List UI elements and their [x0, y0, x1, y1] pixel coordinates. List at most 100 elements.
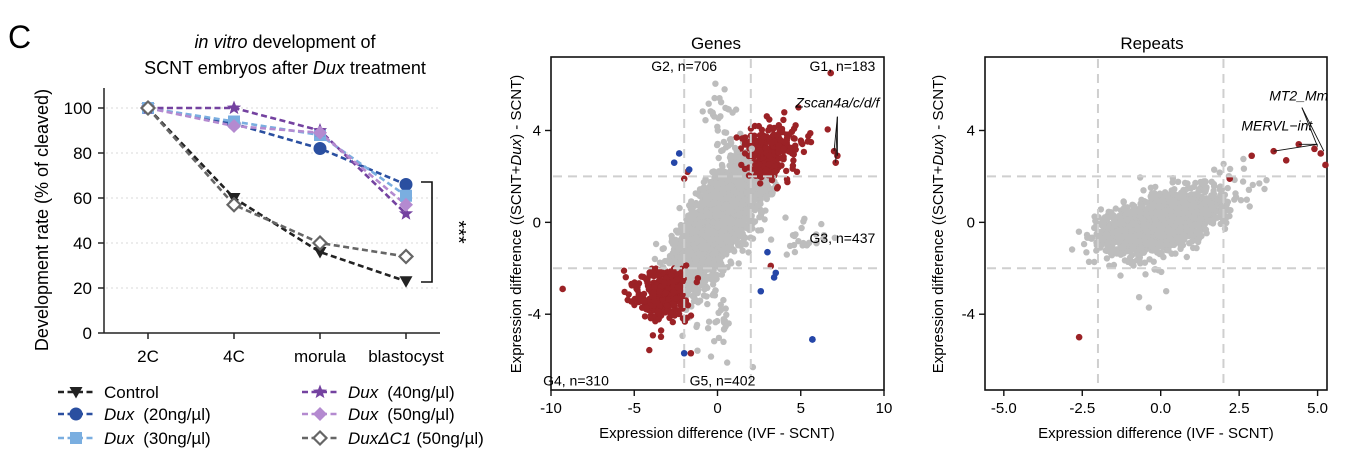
- y-tick-label: 80: [73, 144, 92, 163]
- scatter-point: [791, 248, 799, 256]
- legend-item: Dux (40ng/µl): [302, 383, 455, 402]
- scatter-point: [1080, 240, 1088, 248]
- scatter-point: [782, 214, 789, 221]
- scatter-point: [724, 105, 731, 113]
- scatter-point: [697, 243, 705, 251]
- x-tick-label: -5.0: [991, 400, 1017, 417]
- series-line: [148, 106, 407, 215]
- scatter-point: [756, 167, 763, 175]
- scatter-point: [670, 289, 677, 296]
- legend-item: Dux (50ng/µl): [302, 405, 455, 424]
- scatter-point: [791, 135, 798, 142]
- x-tick-label: 2.5: [1229, 400, 1250, 417]
- scatter-point: [739, 238, 747, 245]
- legend-item: Control: [58, 383, 159, 402]
- y-tick-label: 0: [83, 324, 92, 343]
- scatter-point: [692, 211, 699, 218]
- scatter-point: [724, 359, 731, 366]
- scatter-point: [724, 194, 731, 202]
- scatter-point: [766, 152, 773, 159]
- legend-dose: (30ng/µl): [143, 429, 210, 448]
- scatter-point: [824, 126, 831, 133]
- scatter-point: [693, 278, 700, 286]
- scatter-point-down: [809, 336, 816, 343]
- series-line: [147, 106, 407, 186]
- scatter-point: [1147, 184, 1155, 191]
- scatter-point: [1256, 180, 1263, 187]
- data-point: [226, 100, 242, 115]
- scatter-point: [773, 185, 781, 192]
- scatter-point: [757, 209, 765, 216]
- scatter-point: [688, 236, 695, 243]
- scatter-point: [755, 122, 762, 130]
- scatter-point: [780, 145, 787, 152]
- scatter-point: [705, 318, 713, 325]
- y-tick-label: -4: [962, 306, 975, 323]
- scatter-point: [646, 272, 653, 279]
- scatter-point: [739, 247, 746, 254]
- x-tick-label: -2.5: [1069, 400, 1095, 417]
- scatter-point: [727, 258, 734, 265]
- scatter-point: [708, 276, 715, 283]
- scatter-point: [689, 226, 696, 233]
- scatter-point: [704, 212, 711, 219]
- scatter-point: [783, 251, 790, 258]
- scatter-point: [679, 278, 686, 285]
- scatter-point: [674, 229, 681, 236]
- scatter-point: [721, 129, 728, 136]
- scatter-point: [694, 347, 701, 354]
- repeats-x-axis-label: Expression difference (IVF - SCNT): [1038, 425, 1274, 442]
- scatter-point: [639, 304, 646, 311]
- repeats-title: Repeats: [1120, 34, 1183, 53]
- legend-name: Control: [104, 383, 159, 402]
- significance-stars: ***: [447, 220, 469, 244]
- legend-name: DuxΔC1: [348, 429, 411, 448]
- legend-label: Dux (30ng/µl): [104, 429, 211, 448]
- repeats-scatter-chart: Repeats Expression difference ((SCNT+Dux…: [930, 34, 1329, 442]
- scatter-point: [715, 154, 722, 162]
- scatter-point: [732, 106, 740, 113]
- scatter-point: [771, 168, 778, 175]
- scatter-point: [705, 183, 713, 191]
- scatter-point: [676, 204, 683, 212]
- scatter-point: [718, 161, 726, 169]
- scatter-point: [1183, 253, 1191, 261]
- genes-x-axis-label: Expression difference (IVF - SCNT): [599, 425, 835, 442]
- scatter-point: [733, 134, 740, 141]
- scatter-point: [704, 300, 711, 308]
- scatter-point: [694, 289, 701, 297]
- scatter-point: [716, 95, 723, 102]
- legend-name: Dux: [348, 405, 379, 424]
- scatter-point: [670, 241, 678, 248]
- scatter-point: [622, 274, 629, 281]
- scatter-point: [714, 223, 721, 231]
- legend-name: Dux: [348, 383, 379, 402]
- scatter-point: [693, 323, 700, 331]
- scatter-point: [628, 282, 635, 289]
- scatter-point: [741, 196, 748, 203]
- scatter-point: [766, 116, 773, 123]
- scatter-point: [644, 278, 651, 286]
- y-tick-label: 20: [73, 279, 92, 298]
- scatter-point: [670, 257, 677, 264]
- scatter-point: [756, 147, 763, 154]
- data-point: [399, 178, 413, 191]
- scatter-point: [700, 179, 708, 186]
- series-line: [147, 107, 407, 283]
- scatter-point: [718, 241, 726, 248]
- scatter-point: [735, 260, 742, 267]
- scatter-point: [723, 311, 730, 318]
- scatter-point: [763, 193, 770, 200]
- scatter-point: [684, 302, 692, 309]
- scatter-point: [685, 287, 692, 294]
- scatter-point: [699, 186, 707, 194]
- chart-title-line1: in vitro development of: [194, 32, 376, 52]
- scatter-point: [724, 264, 731, 271]
- scatter-point-down: [764, 248, 771, 256]
- annotation-label: G3, n=437: [809, 230, 875, 246]
- annotation-label: G2, n=706: [651, 58, 717, 74]
- scatter-point: [728, 207, 735, 215]
- scatter-point: [757, 188, 765, 195]
- scatter-point: [1174, 178, 1182, 185]
